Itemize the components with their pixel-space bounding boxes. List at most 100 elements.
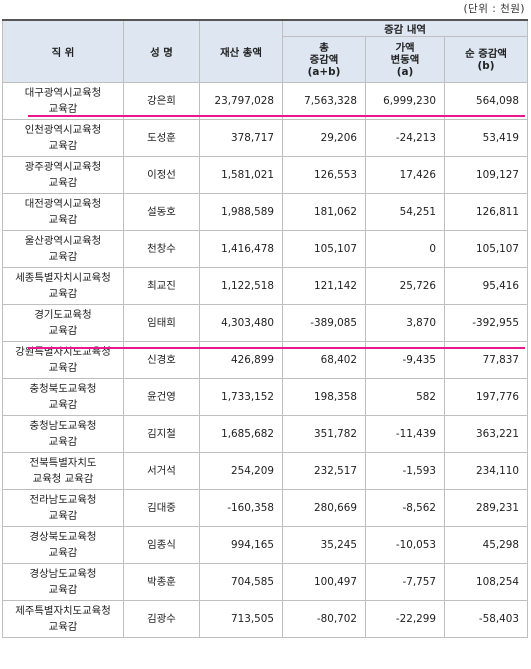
cell-total-assets: 254,209 — [199, 452, 283, 490]
cell-position: 세종특별자치시교육청 교육감 — [2, 267, 124, 305]
position-line: 교육감 — [48, 251, 78, 263]
cell-value-change: -11,439 — [365, 415, 445, 453]
cell-net-change: 95,416 — [443, 267, 529, 305]
table-row: 전라남도교육청 교육감 김대중 -160,358 280,669 -8,562 289,23… — [2, 489, 529, 527]
cell-name: 최교진 — [123, 267, 200, 305]
cell-name: 도성훈 — [123, 119, 200, 157]
cell-total-assets: 4,303,480 — [199, 304, 283, 342]
cell-net-change: 197,776 — [443, 378, 529, 416]
table-row: 인천광역시교육청 교육감 도성훈 378,717 29,206 -24,213 53,419 — [2, 119, 529, 157]
cell-total-change: 35,245 — [282, 526, 366, 564]
cell-name: 김광수 — [123, 600, 200, 638]
header-total-assets: 재산 총액 — [199, 19, 283, 83]
cell-position: 전라남도교육청 교육감 — [2, 489, 124, 527]
cell-total-assets: 378,717 — [199, 119, 283, 157]
cell-total-assets: -160,358 — [199, 489, 283, 527]
cell-position: 경상남도교육청 교육감 — [2, 563, 124, 601]
position-line: 교육감 — [48, 510, 78, 522]
highlight-line-top — [28, 115, 525, 117]
cell-total-assets: 1,733,152 — [199, 378, 283, 416]
position-line: 광주광역시교육청 — [24, 161, 102, 173]
table-row: 경상북도교육청 교육감 임종식 994,165 35,245 -10,053 45,298 — [2, 526, 529, 564]
position-line: 인천광역시교육청 — [24, 124, 102, 136]
header-line: (a+b) — [307, 65, 341, 78]
cell-net-change: 105,107 — [443, 230, 529, 268]
cell-name: 박종훈 — [123, 563, 200, 601]
position-line: 교육감 — [48, 621, 78, 633]
position-line: 충청북도교육청 — [29, 383, 97, 395]
cell-total-assets: 1,581,021 — [199, 156, 283, 194]
position-line: 경상북도교육청 — [29, 531, 97, 543]
cell-total-assets: 713,505 — [199, 600, 283, 638]
position-line: 교육감 — [48, 362, 78, 374]
cell-net-change: 289,231 — [443, 489, 529, 527]
position-line: 전북특별자치도 — [29, 457, 97, 469]
position-line: 경기도교육청 — [34, 309, 92, 321]
position-line: 제주특별자치도교육청 — [15, 605, 111, 617]
cell-total-change: 351,782 — [282, 415, 366, 453]
header-line: 순 증감액 — [465, 47, 507, 60]
unit-note: (단위 : 천원) — [463, 3, 525, 15]
cell-value-change: 17,426 — [365, 156, 445, 194]
cell-total-change: 121,142 — [282, 267, 366, 305]
position-line: 교육감 — [48, 288, 78, 300]
cell-net-change: 234,110 — [443, 452, 529, 490]
cell-value-change: -8,562 — [365, 489, 445, 527]
cell-total-change: 105,107 — [282, 230, 366, 268]
header-position: 직 위 — [2, 19, 124, 83]
cell-value-change: 3,870 — [365, 304, 445, 342]
cell-net-change: -392,955 — [443, 304, 529, 342]
cell-name: 임종식 — [123, 526, 200, 564]
position-line: 교육청 교육감 — [32, 473, 94, 485]
cell-name: 김대중 — [123, 489, 200, 527]
header-name: 성 명 — [123, 19, 200, 83]
cell-position: 대전광역시교육청 교육감 — [2, 193, 124, 231]
position-line: 교육감 — [48, 584, 78, 596]
header-change-group: 증감 내역 — [281, 19, 529, 37]
header-net-change: 순 증감액 (b) — [443, 36, 529, 83]
header-line: (b) — [477, 59, 495, 72]
cell-name: 윤건영 — [123, 378, 200, 416]
position-line: 교육감 — [48, 547, 78, 559]
table-header: 직 위 성 명 재산 총액 증감 내역 총 증감액 (a+b) 가액 변동액 (… — [2, 19, 529, 83]
table-body: 대구광역시교육청 교육감 강은희 23,797,028 7,563,328 6,999,2… — [2, 82, 529, 638]
table-row: 대전광역시교육청 교육감 설동호 1,988,589 181,062 54,251 126,… — [2, 193, 529, 231]
cell-position: 충청남도교육청 교육감 — [2, 415, 124, 453]
cell-total-assets: 1,685,682 — [199, 415, 283, 453]
header-line: 증감액 — [309, 53, 339, 66]
position-line: 교육감 — [48, 399, 78, 411]
position-line: 교육감 — [48, 177, 78, 189]
table-row: 세종특별자치시교육청 교육감 최교진 1,122,518 121,142 25,726 95… — [2, 267, 529, 305]
position-line: 교육감 — [48, 214, 78, 226]
cell-name: 이정선 — [123, 156, 200, 194]
cell-name: 천창수 — [123, 230, 200, 268]
cell-name: 임태희 — [123, 304, 200, 342]
cell-value-change: 54,251 — [365, 193, 445, 231]
cell-net-change: 363,221 — [443, 415, 529, 453]
cell-value-change: -1,593 — [365, 452, 445, 490]
table-row: 전북특별자치도 교육청 교육감 서거석 254,209 232,517 -1,593 234… — [2, 452, 529, 490]
header-line: 총 — [319, 41, 329, 54]
header-line: 가액 — [395, 41, 415, 54]
cell-net-change: 108,254 — [443, 563, 529, 601]
cell-net-change: 109,127 — [443, 156, 529, 194]
cell-net-change: 53,419 — [443, 119, 529, 157]
asset-change-table: 직 위 성 명 재산 총액 증감 내역 총 증감액 (a+b) 가액 변동액 (… — [2, 19, 529, 638]
position-line: 교육감 — [48, 325, 78, 337]
table-row: 광주광역시교육청 교육감 이정선 1,581,021 126,553 17,426 109,… — [2, 156, 529, 194]
table-row: 경상남도교육청 교육감 박종훈 704,585 100,497 -7,757 108,254 — [2, 563, 529, 601]
cell-value-change: -24,213 — [365, 119, 445, 157]
position-line: 교육감 — [48, 103, 78, 115]
header-line: 변동액 — [390, 53, 420, 66]
position-line: 대구광역시교육청 — [24, 87, 102, 99]
cell-name: 강은희 — [123, 82, 200, 120]
position-line: 강원특별자치도교육청 — [15, 346, 111, 358]
position-line: 교육감 — [48, 140, 78, 152]
cell-name: 서거석 — [123, 452, 200, 490]
cell-total-change: -80,702 — [282, 600, 366, 638]
table-row: 경기도교육청 교육감 임태희 4,303,480 -389,085 3,870 -392,9… — [2, 304, 529, 342]
